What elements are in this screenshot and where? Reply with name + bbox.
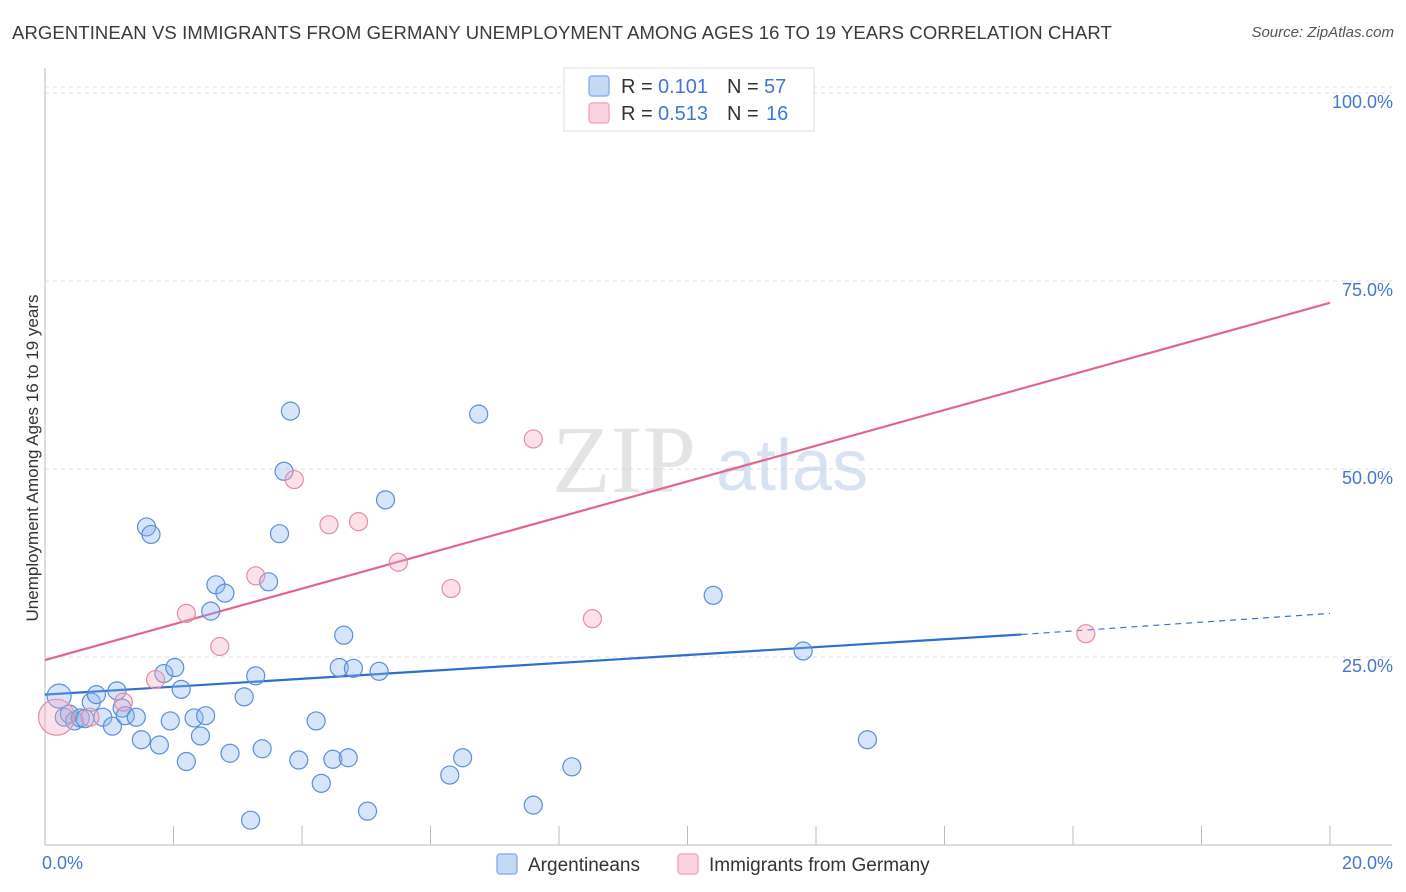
point-series-0-29 [220, 743, 240, 763]
point-series-0-28 [215, 583, 235, 603]
y-tick-label-100: 100.0% [1332, 92, 1393, 112]
point-series-0-50 [453, 748, 473, 768]
point-series-0-13 [126, 707, 146, 727]
tick-labels: 25.0% 50.0% 75.0% 100.0% 0.0% 20.0% [42, 92, 1393, 873]
legend-n-label-argentineans: N = [727, 76, 759, 98]
point-series-1-6 [246, 566, 266, 586]
point-series-0-17 [149, 735, 169, 755]
legend-r-label-argentineans: R = [621, 76, 653, 98]
legend-row-argentineans: R = 0.101 N = 57 [588, 75, 786, 98]
point-series-0-32 [246, 666, 266, 686]
trend-lines [44, 301, 1331, 696]
point-series-0-23 [184, 708, 204, 728]
point-series-0-10 [107, 681, 127, 701]
point-series-0-45 [343, 658, 363, 678]
point-series-1-10 [388, 552, 408, 572]
legend-n-value-argentineans: 57 [764, 76, 786, 98]
bottom-legend: Argentineans Immigrants from Germany [496, 853, 930, 876]
point-series-0-49 [440, 765, 460, 785]
y-tick-label-50: 50.0% [1342, 468, 1393, 488]
point-series-0-44 [338, 748, 358, 768]
point-series-0-33 [252, 739, 272, 759]
point-series-0-35 [269, 524, 290, 544]
legend-swatch-germany [588, 102, 610, 124]
point-series-0-36 [274, 461, 294, 481]
chart-source: Source: ZipAtlas.com [1251, 24, 1394, 41]
grid-lines [45, 86, 1392, 658]
point-series-0-47 [369, 661, 389, 681]
y-axis-label: Unemployment Among Ages 16 to 19 years [23, 295, 42, 622]
bottom-legend-label-germany: Immigrants from Germany [709, 855, 930, 876]
bottom-legend-swatch-argentineans [496, 853, 518, 875]
point-series-0-25 [196, 706, 216, 726]
point-series-0-21 [171, 679, 191, 699]
point-series-0-40 [311, 773, 331, 793]
point-series-0-39 [306, 711, 326, 731]
point-series-0-51 [469, 404, 489, 424]
legend: R = 0.101 N = 57 R = 0.513 N = 16 [563, 67, 815, 132]
point-series-0-1 [54, 707, 74, 727]
legend-n-value-germany: 16 [766, 103, 788, 125]
bottom-legend-label-argentineans: Argentineans [528, 855, 640, 876]
trend-extension-series-0 [1021, 612, 1331, 636]
legend-r-value-germany: 0.513 [658, 103, 708, 125]
point-series-1-2 [113, 692, 133, 712]
point-series-0-22 [176, 751, 196, 772]
legend-swatch-argentineans [588, 75, 610, 97]
point-series-1-13 [582, 609, 603, 629]
legend-row-germany: R = 0.513 N = 16 [588, 102, 788, 125]
point-series-0-20 [165, 657, 185, 678]
point-series-1-4 [176, 603, 196, 623]
point-series-1-1 [80, 707, 100, 727]
point-series-1-8 [319, 515, 339, 535]
point-series-0-46 [357, 801, 378, 821]
point-series-0-24 [190, 726, 211, 746]
point-series-0-26 [201, 601, 221, 621]
watermark: ZIP atlas [552, 406, 868, 513]
chart-title: ARGENTINEAN VS IMMIGRANTS FROM GERMANY U… [12, 22, 1112, 43]
point-series-0-52 [523, 795, 543, 815]
legend-r-value-argentineans: 0.101 [658, 76, 708, 98]
point-series-1-15 [1076, 624, 1096, 644]
point-series-0-16 [141, 524, 161, 545]
point-series-0-38 [289, 750, 309, 770]
point-series-0-30 [234, 687, 254, 707]
point-series-1-3 [145, 669, 166, 690]
legend-r-label-germany: R = [621, 103, 653, 125]
legend-n-label-germany: N = [727, 103, 759, 125]
point-series-0-56 [857, 730, 878, 750]
x-tick-label-20: 20.0% [1342, 853, 1393, 873]
point-series-0-7 [86, 685, 107, 705]
point-series-1-9 [348, 512, 369, 532]
point-series-0-42 [329, 657, 349, 678]
point-series-1-7 [284, 469, 304, 490]
point-series-0-54 [703, 585, 723, 605]
point-series-0-53 [562, 757, 582, 777]
point-series-0-19 [160, 711, 180, 731]
y-tick-label-25: 25.0% [1342, 656, 1393, 676]
point-series-0-55 [793, 641, 813, 661]
point-series-0-9 [102, 716, 123, 736]
point-series-1-0 [37, 698, 76, 736]
point-series-1-5 [210, 636, 230, 657]
watermark-zip: ZIP [552, 406, 696, 513]
trend-line-series-1 [44, 301, 1331, 662]
point-series-0-0 [46, 683, 72, 709]
point-series-0-48 [375, 490, 396, 510]
data-points [37, 81, 1096, 830]
x-tick-label-0: 0.0% [42, 853, 83, 873]
point-series-1-11 [441, 578, 461, 599]
trend-line-series-0 [44, 633, 1022, 696]
bottom-legend-swatch-germany [677, 853, 699, 875]
axes [44, 68, 1392, 846]
point-series-0-41 [323, 749, 343, 769]
point-series-0-43 [334, 625, 354, 645]
point-series-1-12 [523, 429, 543, 449]
y-tick-label-75: 75.0% [1342, 280, 1393, 300]
point-series-0-31 [241, 810, 261, 830]
point-series-0-14 [131, 730, 151, 750]
point-series-0-37 [280, 401, 301, 421]
